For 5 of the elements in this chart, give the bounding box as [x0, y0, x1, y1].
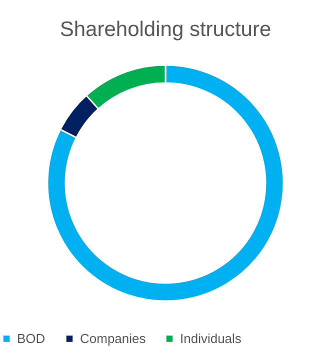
legend-label: Individuals	[180, 330, 242, 346]
donut-slice	[46, 64, 284, 302]
legend-label: BOD	[17, 330, 46, 346]
legend-label: Companies	[80, 330, 146, 346]
chart-title: Shareholding structure	[60, 18, 272, 41]
